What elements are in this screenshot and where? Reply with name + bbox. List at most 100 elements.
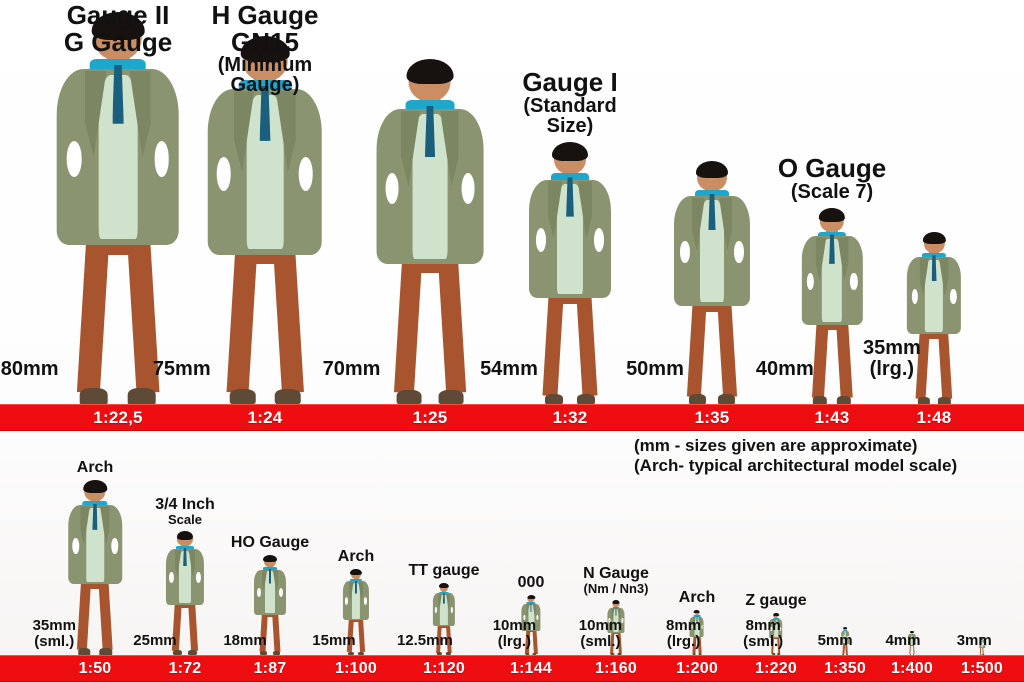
arm-gap-right	[461, 172, 475, 204]
size-label: 70mm	[322, 358, 381, 380]
shoe-right	[445, 652, 451, 656]
jacket-opening	[178, 550, 192, 603]
tie	[268, 568, 272, 584]
hair	[693, 610, 701, 614]
size-label: 12.5mm	[396, 632, 453, 649]
gauge-column	[518, 445, 543, 656]
leg-right	[437, 251, 467, 394]
lapel-right	[532, 604, 537, 618]
lapel-left	[693, 616, 696, 627]
lapel-right	[100, 506, 110, 545]
tie	[708, 193, 716, 231]
arm-gap-right	[450, 606, 454, 614]
jacket-opening	[527, 604, 534, 630]
hair	[91, 12, 145, 41]
gauge-title-main: TT gauge	[408, 562, 480, 579]
lapel-left	[909, 634, 912, 640]
leg-left	[76, 577, 92, 650]
lapel-left	[261, 570, 268, 592]
scale-ratio-label: 1:50	[78, 659, 112, 677]
lapel-left	[525, 604, 530, 618]
leg-right	[272, 241, 304, 394]
leg-right	[836, 317, 853, 399]
jacket-opening	[925, 259, 943, 332]
lapel-left	[348, 581, 354, 601]
scale-ratio-label: 1:72	[168, 659, 202, 677]
gauge-column	[188, 0, 343, 406]
tie	[566, 177, 574, 217]
arm-gap-left	[979, 642, 981, 645]
shoe-right	[982, 654, 984, 656]
shoe-right	[698, 653, 702, 656]
leg-left	[542, 288, 565, 397]
arm-gap-left	[691, 624, 693, 629]
arm-gap-right	[536, 614, 539, 621]
arm-gap-right	[983, 642, 985, 645]
scale-ratio-label: 1:32	[552, 407, 588, 427]
gauge-column	[661, 0, 763, 405]
model-figure	[249, 555, 291, 656]
shoe-right	[274, 389, 301, 406]
model-figure	[978, 637, 986, 656]
shoe-left	[980, 654, 982, 656]
model-figure	[907, 631, 917, 656]
model-figure	[159, 531, 211, 656]
gauge-column	[159, 445, 211, 656]
lapel-left	[174, 549, 182, 577]
scale-ratio-label: 1:500	[961, 659, 1003, 677]
leg-left	[811, 317, 828, 399]
jacket-opening	[264, 571, 276, 613]
hair	[552, 142, 588, 161]
leg-left	[226, 241, 258, 394]
leg-right	[187, 600, 198, 652]
tie	[696, 616, 698, 623]
model-figure	[358, 59, 503, 406]
scale-ratio-label: 1:400	[891, 659, 933, 677]
shoe-right	[127, 388, 156, 406]
arm-gap-left	[770, 626, 773, 631]
arm-gap-left	[72, 537, 79, 554]
leg-left	[686, 296, 707, 397]
arm-gap-left	[806, 272, 814, 291]
size-label: 15mm	[312, 632, 356, 649]
gauge-subtitle: Scale	[168, 512, 202, 528]
hair	[773, 613, 779, 617]
lapel-right	[272, 570, 279, 592]
gauge-title: H Gauge GN15 (Minimum Gauge)	[212, 2, 319, 96]
size-label: 5mm	[817, 632, 853, 649]
tie	[183, 547, 187, 567]
arm-gap-right	[949, 288, 957, 305]
model-figure	[898, 232, 970, 405]
lapel-right	[939, 257, 949, 296]
scale-bar-large: 1:22,5 1:24 1:25 1:32 1:35 1:43 1:48	[0, 404, 1024, 431]
lapel-left	[919, 257, 929, 296]
tie	[92, 503, 98, 530]
scale-ratio-label: 1:22,5	[93, 407, 143, 427]
size-label: 3mm	[956, 632, 992, 649]
lapel-left	[980, 639, 982, 644]
size-label: 50mm	[626, 358, 684, 380]
gauge-title-main: N Gauge	[583, 565, 649, 582]
leg-left	[393, 251, 423, 394]
tie	[354, 580, 358, 594]
hair	[843, 627, 847, 630]
scale-ratio-label: 1:35	[694, 407, 730, 427]
gauge-title: Gauge I (Standard Size)	[522, 69, 617, 136]
shoe-right	[358, 651, 365, 656]
hair	[240, 36, 290, 63]
shoe-right	[845, 653, 848, 656]
arm-gap-right	[847, 636, 849, 639]
shoe-left	[525, 652, 530, 656]
leg-right	[717, 296, 738, 397]
hair	[818, 208, 846, 223]
gauge-column	[515, 0, 625, 406]
gauge-column	[688, 445, 707, 656]
leg-right	[98, 577, 114, 650]
lapel-left	[842, 631, 845, 638]
shoe-right	[576, 393, 596, 406]
arm-gap-left	[841, 636, 843, 639]
arm-gap-right	[701, 624, 703, 629]
scale-ratio-label: 1:25	[412, 407, 448, 427]
shoe-right	[99, 648, 112, 656]
size-label: 75mm	[152, 358, 211, 380]
